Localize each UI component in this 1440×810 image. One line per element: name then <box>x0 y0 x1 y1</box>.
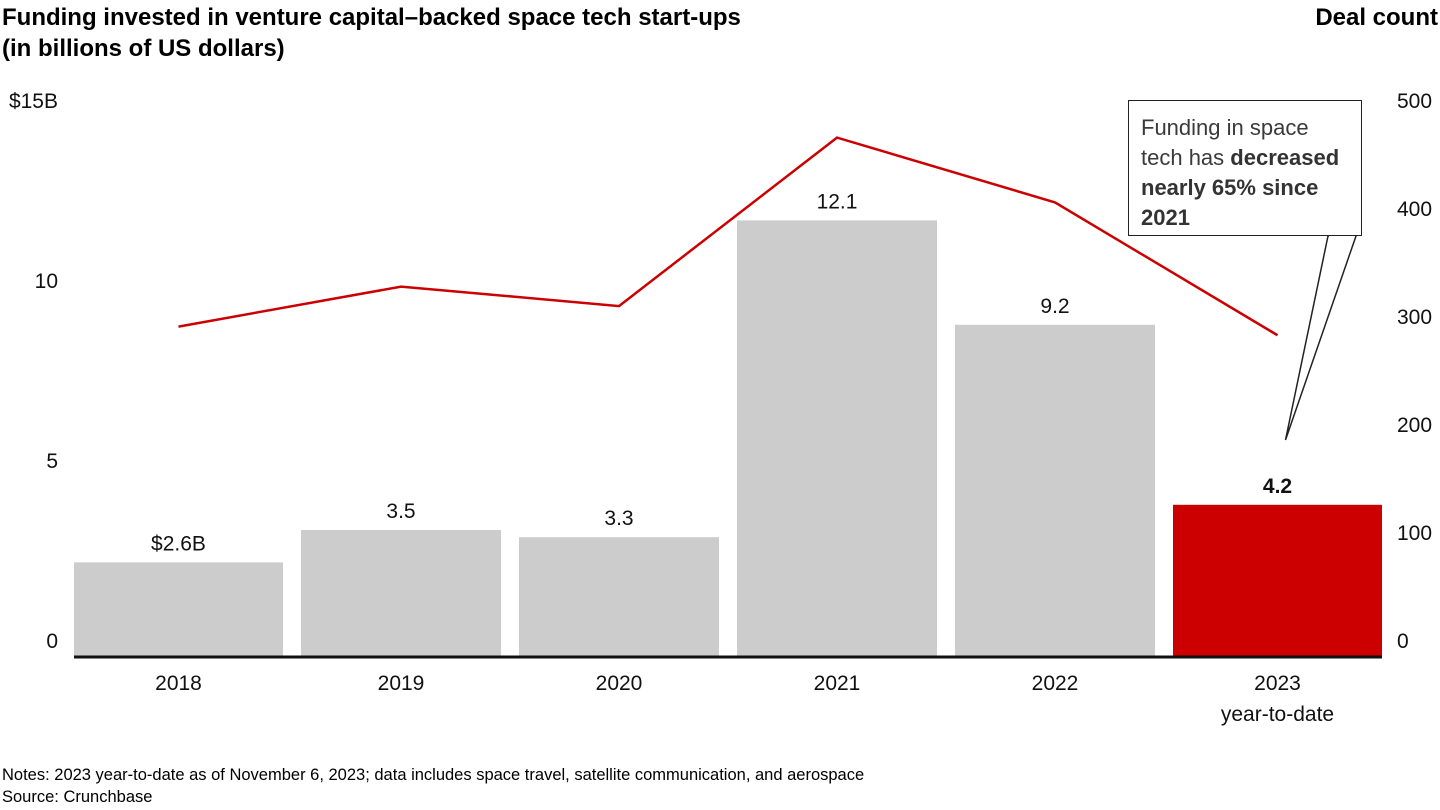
chart-title: Funding invested in venture capital–back… <box>2 2 741 64</box>
bar-value-label: 4.2 <box>1263 475 1292 498</box>
x-axis-tick-label: 2023 <box>1254 672 1301 695</box>
annotation-text-regular: Funding in space tech has <box>1141 115 1309 170</box>
bar-2018 <box>74 562 283 656</box>
bar-value-label: 12.1 <box>817 190 858 213</box>
footer: Notes: 2023 year-to-date as of November … <box>2 764 864 808</box>
right-axis-tick-label: 0 <box>1397 630 1409 653</box>
annotation-callout: Funding in space tech has decreased near… <box>1128 100 1362 236</box>
footer-source: Source: Crunchbase <box>2 788 153 806</box>
x-axis-tick-sublabel: year-to-date <box>1221 703 1334 726</box>
x-axis-tick-label: 2018 <box>155 672 202 695</box>
bar-value-label: 9.2 <box>1040 295 1069 318</box>
bar-value-label: 3.5 <box>386 500 415 523</box>
right-axis-tick-label: 500 <box>1397 90 1432 113</box>
x-axis-tick-label: 2021 <box>814 672 861 695</box>
right-axis-tick-label: 400 <box>1397 198 1432 221</box>
left-axis-tick-label: 0 <box>46 630 58 653</box>
x-axis-tick-label: 2020 <box>596 672 643 695</box>
x-axis-tick-label: 2022 <box>1032 672 1079 695</box>
footer-notes: Notes: 2023 year-to-date as of November … <box>2 766 865 784</box>
right-axis-title: Deal count <box>1315 4 1438 31</box>
right-axis-tick-label: 300 <box>1397 306 1432 329</box>
right-axis-tick-label: 200 <box>1397 414 1432 437</box>
right-axis-tick-label: 100 <box>1397 522 1432 545</box>
chart-subtitle: (in billions of US dollars) <box>2 35 285 62</box>
bar-2022 <box>955 324 1155 656</box>
left-axis-tick-label: $15B <box>9 90 58 113</box>
bar-value-label: 3.3 <box>604 507 633 530</box>
bar-2021 <box>737 220 937 656</box>
annotation-pointer <box>1284 235 1358 441</box>
left-axis-tick-label: 5 <box>46 450 58 473</box>
deal-count-line <box>178 136 1279 337</box>
bar-value-label: $2.6B <box>151 532 206 555</box>
chart-title-main: Funding invested in venture capital–back… <box>2 4 741 31</box>
left-axis-tick-label: 10 <box>35 270 58 293</box>
x-axis-tick-label: 2019 <box>378 672 425 695</box>
bar-2020 <box>519 537 719 656</box>
bar-2023 <box>1173 504 1382 656</box>
annotation-text-bold: decreased nearly 65% since 2021 <box>1141 145 1340 230</box>
bar-2019 <box>301 530 501 656</box>
